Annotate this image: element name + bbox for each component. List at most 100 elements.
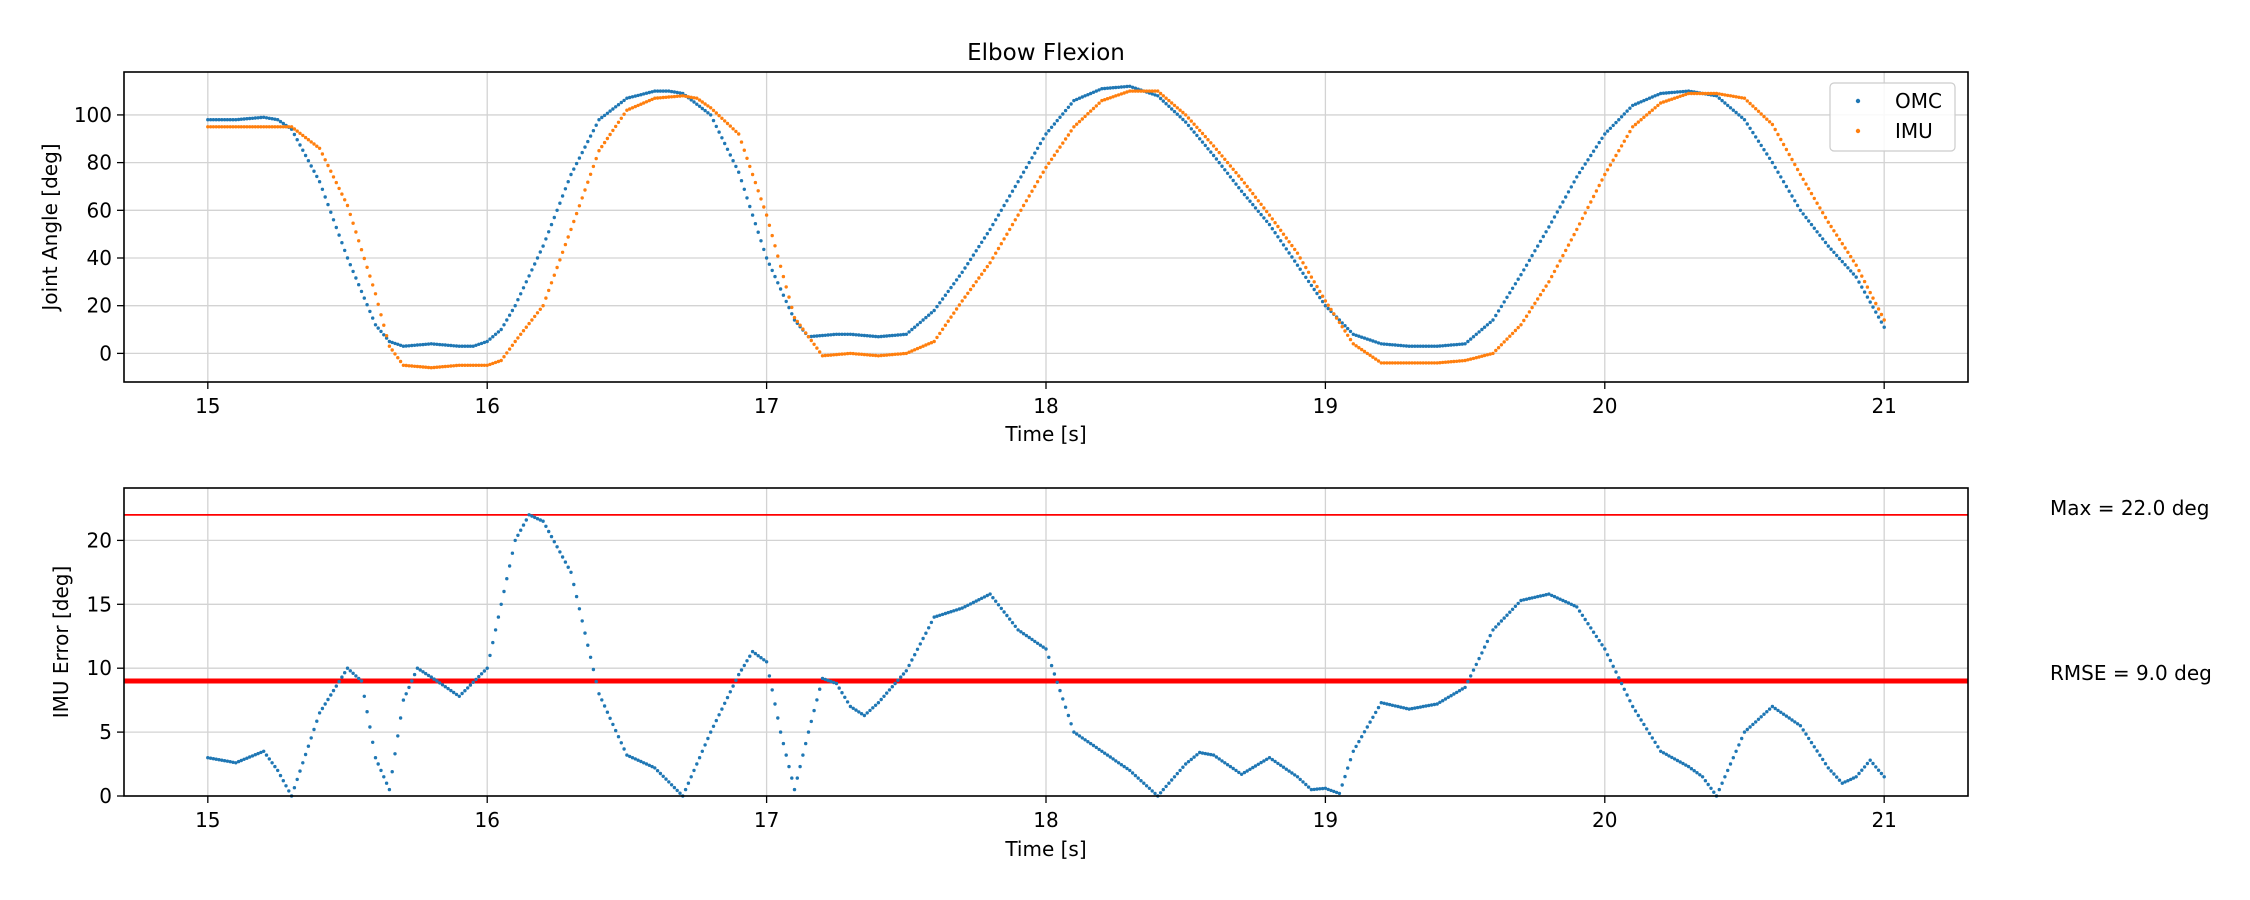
data-point (1586, 158, 1590, 162)
data-point (1100, 749, 1104, 753)
data-point (1119, 92, 1124, 96)
data-point (1421, 344, 1425, 348)
data-point (1469, 337, 1473, 341)
data-point (1304, 265, 1308, 270)
data-point (999, 606, 1003, 611)
data-point (552, 215, 556, 220)
data-point (1455, 359, 1459, 363)
data-point (396, 734, 400, 738)
data-point (1524, 263, 1529, 267)
data-point (1410, 344, 1414, 348)
data-point (1125, 84, 1129, 89)
data-point (591, 129, 596, 133)
data-point (1309, 283, 1314, 288)
data-point (1270, 217, 1275, 221)
data-point (533, 262, 537, 266)
data-point (1150, 89, 1154, 93)
data-point (1016, 628, 1020, 632)
data-point (1832, 229, 1836, 233)
data-point (1480, 327, 1484, 332)
data-point (250, 125, 255, 129)
data-point (256, 751, 260, 756)
data-point (859, 333, 864, 337)
data-point (1019, 208, 1023, 212)
data-point (1452, 692, 1456, 696)
data-point (845, 351, 850, 356)
data-point (636, 758, 640, 762)
data-point (1835, 253, 1839, 258)
data-point (471, 344, 475, 348)
data-point (538, 250, 542, 254)
data-point (1220, 759, 1224, 763)
data-point (315, 174, 319, 179)
data-point (1021, 203, 1026, 208)
data-point (636, 93, 640, 98)
data-point (764, 660, 769, 664)
data-point (602, 140, 607, 145)
data-point (1575, 227, 1579, 232)
data-point (1237, 186, 1241, 190)
data-point (1564, 195, 1568, 199)
data-point (1672, 90, 1677, 95)
data-point (1186, 760, 1191, 764)
data-point (337, 186, 341, 191)
y-tick-label: 15 (87, 592, 112, 616)
data-point (787, 764, 791, 769)
data-point (1069, 129, 1073, 133)
data-point (1287, 240, 1291, 244)
data-point (868, 353, 872, 357)
data-point (890, 352, 894, 357)
data-point (1659, 91, 1663, 96)
data-point (1740, 115, 1744, 120)
data-point (1404, 361, 1409, 365)
data-point (1401, 361, 1406, 365)
data-point (896, 333, 900, 337)
data-point (373, 323, 378, 327)
data-point (1158, 791, 1163, 795)
data-point (1586, 205, 1590, 210)
data-point (1424, 361, 1428, 365)
data-point (1418, 344, 1423, 348)
data-point (1628, 106, 1632, 110)
data-point (1726, 93, 1730, 98)
data-point (1491, 318, 1495, 322)
data-point (1854, 263, 1858, 267)
data-point (538, 307, 542, 311)
data-point (426, 342, 431, 346)
data-point (1544, 593, 1548, 597)
data-point (1801, 177, 1805, 181)
data-point (1843, 780, 1847, 784)
data-point (1633, 709, 1638, 713)
data-point (692, 768, 696, 773)
data-point (384, 336, 389, 340)
data-point (854, 333, 858, 337)
data-point (303, 153, 308, 158)
data-point (954, 278, 959, 282)
data-point (521, 286, 526, 290)
data-point (1290, 243, 1294, 248)
data-point (1653, 740, 1657, 744)
data-point (1469, 674, 1473, 678)
data-point (421, 342, 425, 347)
data-point (331, 218, 336, 222)
data-point (1809, 222, 1814, 227)
data-point (1737, 95, 1741, 100)
data-point (1035, 146, 1040, 150)
data-point (499, 327, 503, 332)
data-point (692, 96, 696, 100)
data-point (312, 142, 316, 146)
data-point (1343, 774, 1347, 779)
data-point (225, 118, 230, 122)
data-point (1128, 768, 1132, 773)
data-point (1279, 239, 1283, 243)
data-point (655, 96, 660, 100)
data-point (1678, 90, 1682, 94)
data-point (1239, 772, 1244, 776)
data-point (1614, 670, 1618, 674)
x-tick-label: 17 (754, 808, 779, 832)
data-point (220, 758, 224, 762)
data-point (351, 269, 355, 274)
data-point (1826, 766, 1831, 770)
data-point (924, 343, 928, 347)
data-point (502, 589, 506, 594)
